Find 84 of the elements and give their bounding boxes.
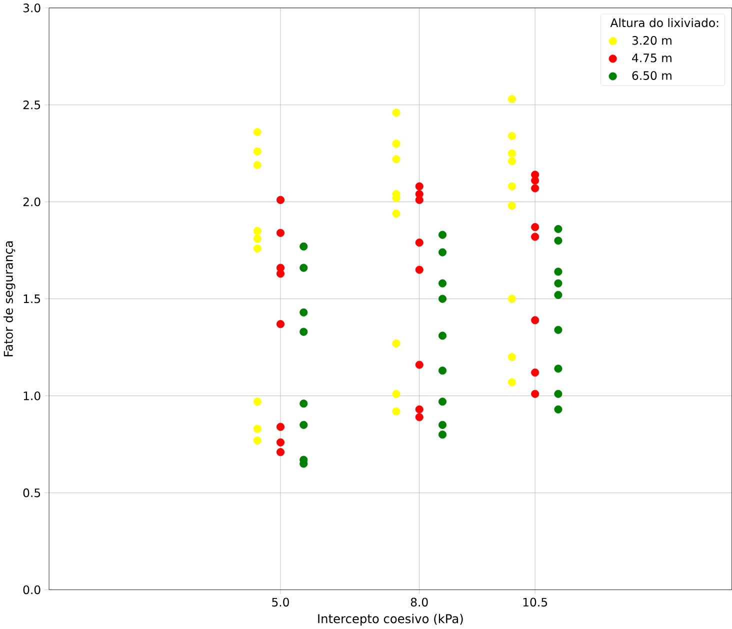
point — [253, 128, 262, 136]
point — [253, 147, 262, 156]
point — [253, 244, 262, 252]
point — [508, 202, 516, 210]
point — [392, 155, 400, 164]
point — [438, 248, 447, 256]
point — [438, 230, 447, 239]
point — [253, 234, 262, 243]
point — [531, 232, 540, 241]
legend-label: 6.50 m — [632, 71, 672, 80]
x-axis-title: Intercepto coesivo (kPa) — [318, 614, 463, 626]
point — [392, 209, 400, 218]
point — [554, 364, 562, 373]
point — [531, 316, 540, 324]
point — [508, 378, 516, 386]
point — [554, 279, 562, 288]
point — [276, 438, 285, 446]
point — [438, 430, 447, 439]
y-tick-label: 2.5 — [23, 100, 40, 110]
point — [253, 424, 262, 433]
point — [276, 448, 285, 456]
point — [300, 308, 308, 316]
point — [392, 140, 400, 148]
legend-label: 4.75 m — [632, 54, 672, 62]
point — [253, 226, 262, 235]
point — [392, 407, 400, 416]
point — [508, 94, 516, 104]
point — [531, 390, 540, 398]
y-tick-label: 1.5 — [24, 294, 40, 304]
point — [415, 413, 424, 422]
point — [300, 420, 308, 429]
point — [554, 290, 562, 299]
point — [415, 405, 424, 414]
point — [554, 224, 562, 234]
x-tick-label: 8.0 — [410, 598, 428, 607]
legend-label: 3.20 m — [632, 36, 672, 45]
point — [438, 366, 447, 375]
y-axis-title: Fator de segurança — [4, 241, 16, 356]
point — [276, 422, 285, 431]
point — [276, 270, 285, 278]
point — [554, 326, 562, 334]
point — [508, 182, 516, 190]
y-tick-label: 2.0 — [23, 197, 40, 206]
point — [508, 149, 516, 158]
y-tick-label: 0.0 — [23, 585, 40, 594]
point — [300, 242, 308, 250]
point — [438, 398, 447, 406]
point — [438, 332, 447, 340]
point — [415, 238, 424, 247]
point — [508, 132, 516, 140]
point — [531, 222, 540, 232]
point — [531, 368, 540, 377]
point — [554, 390, 562, 398]
legend-title: Altura do lixiviado: — [610, 18, 718, 28]
point — [392, 339, 400, 348]
point — [300, 399, 308, 408]
y-tick-label: 0.5 — [23, 488, 40, 498]
point — [508, 294, 516, 303]
x-tick-label: 10.5 — [523, 598, 548, 607]
point — [253, 160, 262, 169]
point — [392, 108, 400, 117]
point — [554, 236, 562, 245]
point — [415, 266, 424, 274]
point — [554, 405, 562, 414]
point — [276, 228, 285, 237]
point — [438, 420, 447, 429]
y-tick-label: 3.0 — [23, 3, 40, 12]
point — [438, 294, 447, 303]
point — [554, 268, 562, 276]
x-tick-label: 5.0 — [272, 598, 289, 607]
point — [276, 196, 285, 204]
point — [392, 390, 400, 398]
point — [300, 264, 308, 272]
point — [253, 436, 262, 444]
point — [508, 352, 516, 362]
point — [300, 328, 308, 336]
point — [415, 182, 424, 190]
point — [508, 157, 516, 166]
y-tick-label: 1.0 — [24, 391, 40, 400]
point — [276, 320, 285, 328]
point — [438, 279, 447, 288]
point — [415, 360, 424, 369]
point — [531, 184, 540, 192]
point — [253, 398, 262, 406]
